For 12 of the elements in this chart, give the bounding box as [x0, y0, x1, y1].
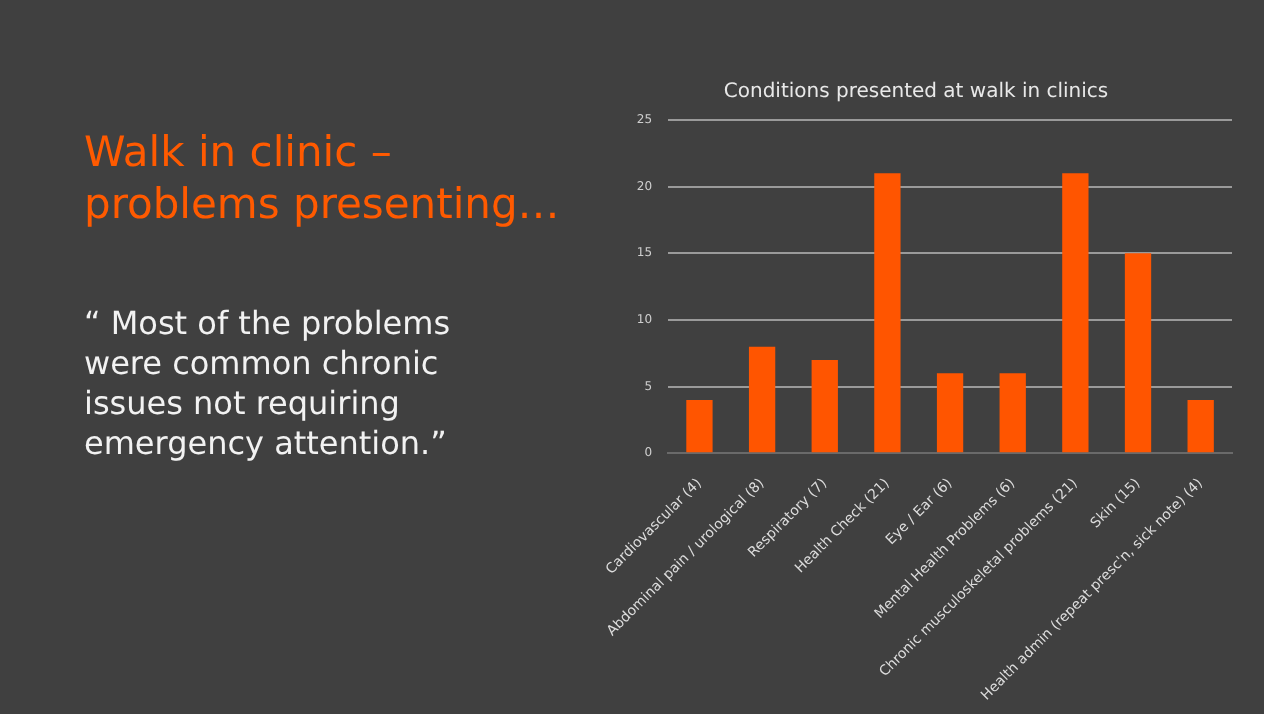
text: Walk in clinic – problems presenting… — [84, 126, 562, 230]
bar — [748, 346, 776, 453]
chart-title: Conditions presented at walk in clinics — [723, 81, 1109, 104]
bar — [874, 173, 901, 453]
bar — [1124, 253, 1152, 453]
bar — [1187, 400, 1214, 453]
bar — [999, 373, 1026, 453]
bar — [1062, 173, 1089, 453]
bar — [686, 400, 713, 453]
bar — [811, 360, 838, 453]
text: “ Most of the problems were common chronic issues not requiring emergency attention.” — [84, 304, 453, 464]
bar — [936, 373, 964, 453]
